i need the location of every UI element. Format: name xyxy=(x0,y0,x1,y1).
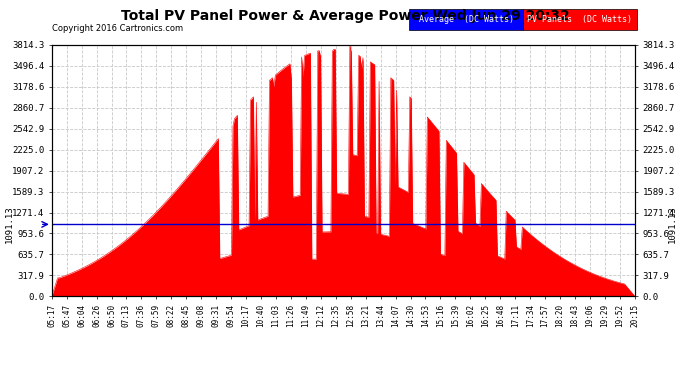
Text: PV Panels  (DC Watts): PV Panels (DC Watts) xyxy=(527,15,633,24)
Text: Copyright 2016 Cartronics.com: Copyright 2016 Cartronics.com xyxy=(52,24,183,33)
Text: 1091.13: 1091.13 xyxy=(668,206,677,243)
Text: Total PV Panel Power & Average Power Wed Jun 29 20:32: Total PV Panel Power & Average Power Wed… xyxy=(121,9,569,23)
Text: 1091.13: 1091.13 xyxy=(6,206,14,243)
Text: Average  (DC Watts): Average (DC Watts) xyxy=(419,15,513,24)
